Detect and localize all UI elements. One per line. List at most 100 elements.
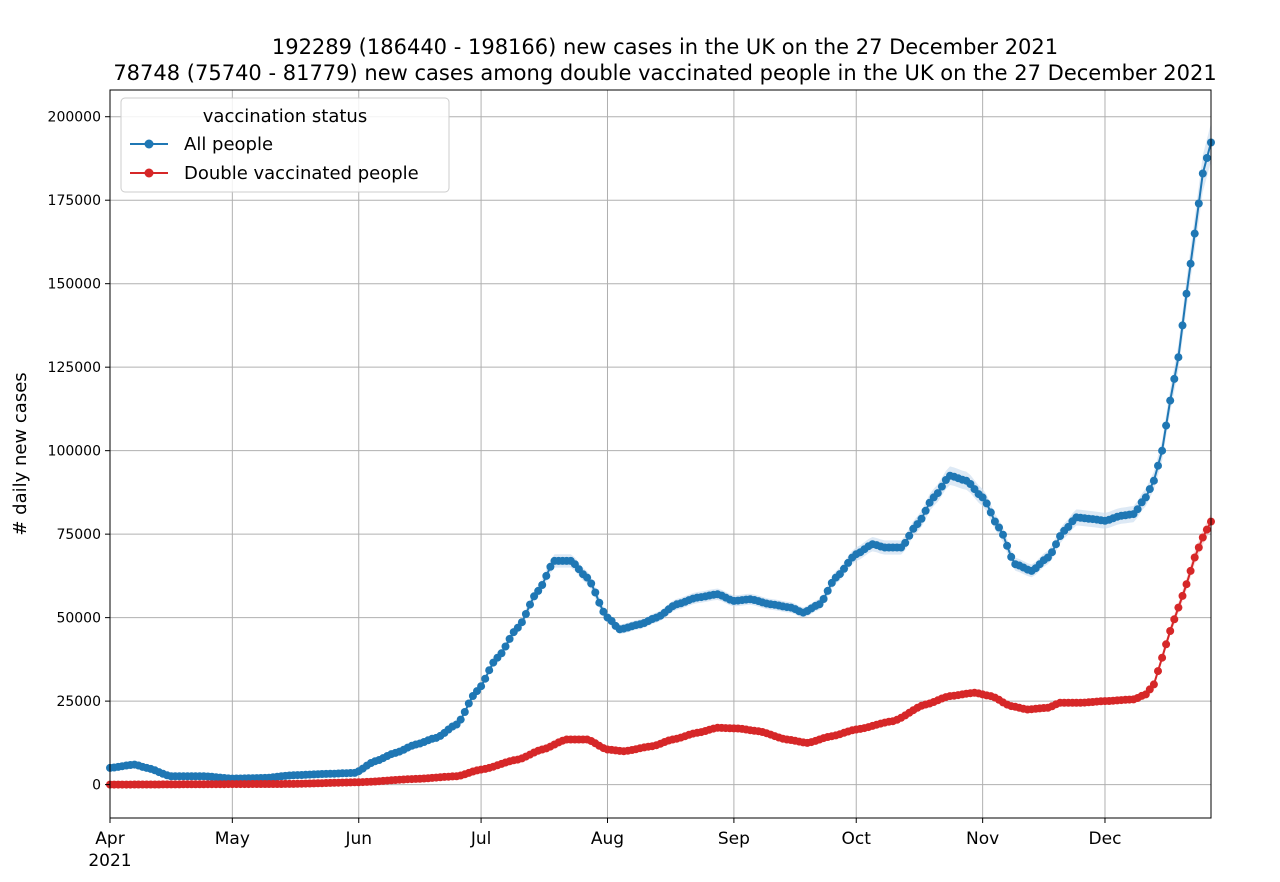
series-0-point [1064,522,1073,531]
series-0-point [1170,374,1179,383]
legend: vaccination status All people Double vac… [120,97,450,193]
legend-label-all-people: All people [184,134,273,155]
series-0-point [1166,396,1175,405]
y-tick-label: 100000 [48,444,101,460]
series-0-point [921,506,930,515]
series-0-point [1186,259,1195,268]
series-0-point [933,489,942,498]
y-tick-label: 25000 [56,694,101,710]
series-0-point [1174,353,1183,362]
y-tick-label: 75000 [56,527,101,543]
y-tick-label: 0 [92,778,101,794]
x-tick-label: Oct [842,829,872,849]
x-tick-label: Nov [966,829,999,849]
series-0-point [1052,540,1060,549]
series-0-point [1145,485,1154,494]
series-1-point [1158,653,1167,662]
series-0-point [823,586,832,595]
x-tick-label: Aug [591,829,624,849]
series-0-point [513,623,522,632]
series-0-point [1162,421,1171,430]
series-1-point [1186,566,1195,575]
y-tick-label: 50000 [56,611,101,627]
grid [109,90,1211,818]
legend-swatch-marker [144,168,154,178]
series-0-point [1198,169,1207,178]
series-0-confidence-band [110,123,1211,781]
series-layer [106,138,1215,789]
x-tick-label: Dec [1089,829,1122,849]
y-axis-ticks: 0 25000 50000 75000 100000 125000 150000 175000… [48,110,110,794]
series-0-point [986,508,995,517]
series-0-point [990,517,999,526]
series-0-point [481,674,490,683]
series-0-point [1178,321,1187,330]
series-0-point [505,634,514,643]
series-0-point [497,649,506,658]
series-0-point [1182,289,1191,298]
legend-label-double-vaccinated: Double vaccinated people [184,163,419,184]
series-1-point [1190,553,1199,562]
legend-entry-double-vaccinated: Double vaccinated people [130,163,419,184]
x-tick-label: Jun [344,829,372,849]
series-0-point [477,682,486,691]
series-1-point [1178,591,1187,600]
legend-entry-all-people: All people [130,134,273,155]
y-tick-label: 150000 [48,277,101,293]
y-tick-label: 175000 [48,193,101,209]
legend-swatch-marker [144,139,154,149]
series-1-point [1182,580,1191,589]
series-1-group [106,517,1215,789]
series-1-point [1166,627,1175,635]
x-tick-label: May [215,829,250,849]
series-0-point [982,499,991,508]
series-0-point [534,586,543,595]
series-1-point [1170,615,1179,624]
y-tick-label: 200000 [48,110,101,126]
series-0-group [106,138,1215,783]
series-1-point [1194,543,1203,552]
series-0-point [591,588,600,597]
series-0-point [1154,461,1162,470]
series-1-point [1149,680,1158,689]
series-1-point [1198,533,1207,542]
series-0-point [456,715,465,724]
series-0-point [538,581,547,589]
series-0-point [840,564,848,573]
legend-box [120,97,450,193]
series-0-point [599,607,608,616]
series-0-point [517,618,526,627]
chart-title-line-1: 192289 (186440 - 198166) new cases in th… [272,35,1058,59]
series-0-point [464,699,473,708]
series-0-point [587,579,596,588]
chart-title: 192289 (186440 - 198166) new cases in th… [113,35,1216,85]
confidence-bands [110,123,1211,787]
x-tick-label: Apr [95,829,124,849]
series-1-point [1202,525,1211,534]
series-0-point [521,610,530,618]
series-1-point [1154,667,1162,676]
x-tick-label: Sep [718,829,750,849]
series-0-point [995,523,1003,532]
y-tick-label: 125000 [48,360,101,376]
series-0-point [1202,154,1211,162]
series-0-point [905,531,914,540]
x-tick-label: Jul [470,829,492,849]
y-axis-label: # daily new cases [10,372,31,535]
series-0-point [501,642,510,651]
series-0-point [526,600,534,609]
series-1-point [1162,640,1171,649]
series-0-point [1007,552,1016,561]
plot-area-frame [109,89,1212,819]
series-0-point [1158,446,1167,455]
series-0-point [1194,199,1203,208]
series-0-point [1003,541,1012,550]
series-1-point [1174,603,1183,612]
series-0-point [546,562,555,571]
series-0-point [901,538,910,547]
series-0-point [999,530,1007,539]
series-0-point [460,708,469,716]
